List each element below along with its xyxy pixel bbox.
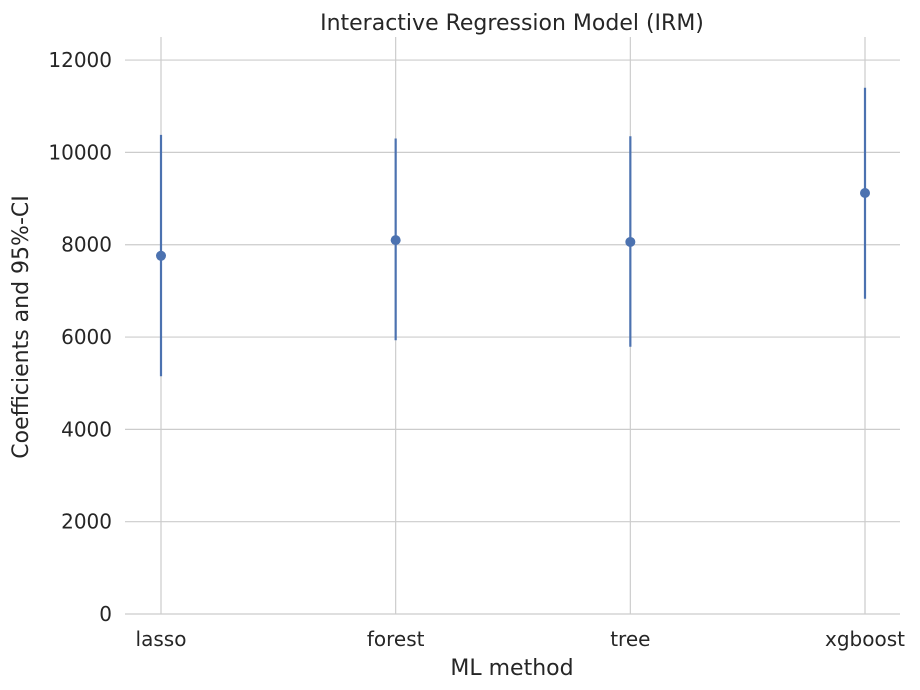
y-tick-label: 6000 bbox=[61, 325, 112, 349]
coefficient-point bbox=[390, 235, 401, 246]
y-tick-label: 2000 bbox=[61, 510, 112, 534]
error-bars bbox=[159, 87, 867, 377]
coefficient-point bbox=[860, 188, 870, 199]
x-tick-labels: lasso forest tree xgboost bbox=[136, 627, 906, 651]
y-tick-labels: 0 2000 4000 6000 8000 10000 12000 bbox=[48, 48, 112, 626]
coefficient-point bbox=[156, 250, 166, 261]
y-tick-label: 12000 bbox=[48, 48, 112, 72]
y-tick-label: 4000 bbox=[61, 417, 112, 441]
data-points bbox=[156, 188, 870, 261]
coefficient-point bbox=[625, 236, 636, 247]
x-tick-label: xgboost bbox=[825, 627, 905, 651]
x-tick-label: tree bbox=[610, 627, 650, 651]
x-tick-label: lasso bbox=[136, 627, 187, 651]
x-axis-title: ML method bbox=[450, 656, 573, 681]
y-tick-label: 10000 bbox=[48, 140, 112, 164]
grid bbox=[125, 37, 900, 615]
chart-title: Interactive Regression Model (IRM) bbox=[320, 11, 704, 36]
y-axis-title: Coefficients and 95%-CI bbox=[9, 195, 34, 458]
x-tick-label: forest bbox=[367, 627, 425, 651]
y-tick-label: 8000 bbox=[61, 233, 112, 257]
y-tick-label: 0 bbox=[99, 602, 112, 626]
